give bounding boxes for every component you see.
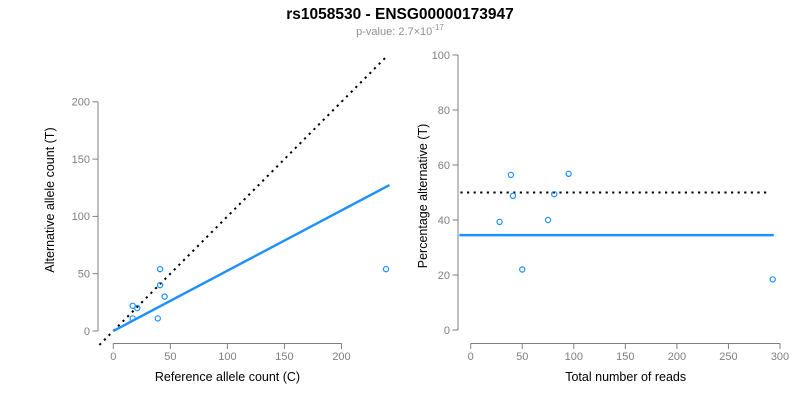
data-point xyxy=(551,190,558,198)
x-tick-label: 150 xyxy=(616,351,634,363)
allelic-fit-line xyxy=(112,184,390,333)
y-axis-title: Percentage alternative (T) xyxy=(416,124,430,269)
y-tick-label: 0 xyxy=(84,326,90,338)
y-tick-label: 50 xyxy=(78,269,90,281)
x-tick-label: 50 xyxy=(516,351,528,363)
data-point xyxy=(544,216,552,224)
y-tick-label: 100 xyxy=(432,50,450,62)
data-point xyxy=(496,218,503,226)
data-point xyxy=(382,265,390,273)
pvalue-exponent: -17 xyxy=(432,23,444,32)
data-point xyxy=(509,192,517,199)
data-point xyxy=(129,315,136,322)
figure-subtitle: p-value: 2.7×10-17 xyxy=(356,23,444,38)
x-tick-label: 100 xyxy=(218,351,236,363)
x-tick-label: 200 xyxy=(668,351,686,363)
y-tick-label: 100 xyxy=(72,211,90,223)
x-tick-label: 0 xyxy=(110,351,116,363)
data-point xyxy=(161,293,168,300)
data-point xyxy=(507,171,515,179)
y-axis-title: Alternative allele count (T) xyxy=(43,127,57,272)
x-tick-label: 250 xyxy=(719,351,737,363)
y-tick-label: 80 xyxy=(438,105,450,117)
data-point xyxy=(769,276,776,283)
data-point xyxy=(519,266,526,273)
y-tick-label: 200 xyxy=(72,97,90,109)
pvalue-text: p-value: 2.7×10 xyxy=(356,26,432,38)
panel-left: 0 50 100 150 200 0 50 100 150 200 Reference allele… xyxy=(43,56,390,384)
x-tick-label: 100 xyxy=(565,351,583,363)
x-axis-title: Total number of reads xyxy=(565,370,686,384)
x-tick-label: 200 xyxy=(332,351,350,363)
y-tick-label: 0 xyxy=(444,325,450,337)
y-tick-label: 150 xyxy=(72,154,90,166)
x-tick-label: 50 xyxy=(164,351,176,363)
panel-right: 0 20 40 60 80 100 0 50 100 150 200 250 300 Total numb… xyxy=(416,50,789,384)
data-point xyxy=(134,304,141,312)
data-point xyxy=(156,265,164,273)
data-point xyxy=(154,315,161,322)
figure-title: rs1058530 - ENSG00000173947 xyxy=(286,6,514,23)
y-tick-label: 20 xyxy=(438,270,450,282)
x-axis-title: Reference allele count (C) xyxy=(155,370,300,384)
x-tick-label: 150 xyxy=(275,351,293,363)
x-tick-label: 0 xyxy=(468,351,474,363)
identity-reference-line xyxy=(98,56,387,346)
x-tick-label: 300 xyxy=(771,351,789,363)
data-point xyxy=(156,281,164,289)
y-tick-label: 40 xyxy=(438,215,450,227)
data-point xyxy=(565,170,572,177)
y-tick-label: 60 xyxy=(438,160,450,172)
